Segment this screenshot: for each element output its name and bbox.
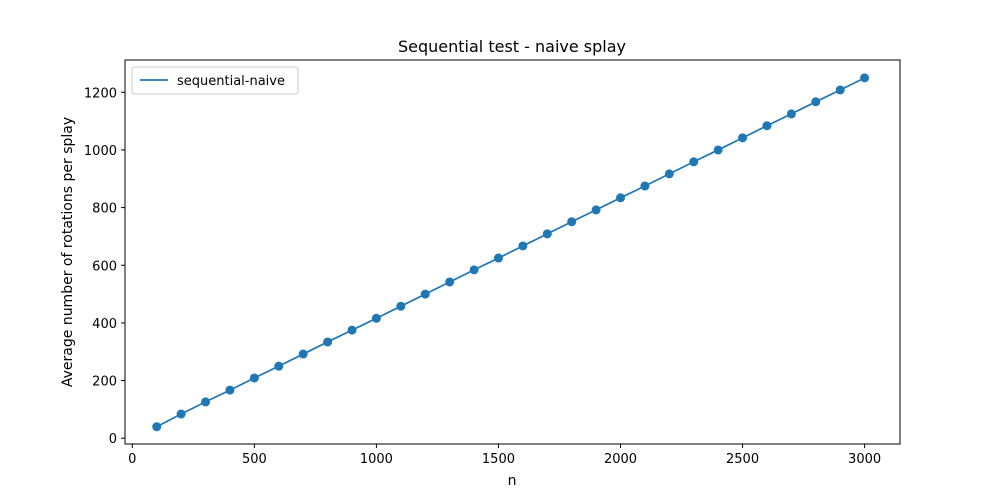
x-tick-label: 0 <box>128 452 136 467</box>
x-tick-label: 1500 <box>482 452 515 467</box>
data-point <box>493 253 503 263</box>
legend: sequential-naive <box>131 66 299 95</box>
y-tick-label: 1000 <box>84 144 117 159</box>
y-tick-label: 800 <box>92 202 117 217</box>
x-axis-label: n <box>508 473 517 489</box>
data-point <box>616 193 626 203</box>
plot-frame <box>124 59 901 445</box>
data-point <box>835 85 845 95</box>
data-point <box>689 157 699 167</box>
data-point <box>469 265 479 275</box>
data-point <box>542 229 552 239</box>
y-tick-label: 0 <box>109 432 117 447</box>
data-point <box>323 337 333 347</box>
x-tick-label: 2500 <box>726 452 759 467</box>
y-axis-label: Average number of rotations per splay <box>60 117 76 387</box>
data-point <box>713 145 723 155</box>
data-point <box>152 422 162 432</box>
data-point <box>860 73 870 83</box>
data-point <box>420 289 430 299</box>
chart-title: Sequential test - naive splay <box>398 37 626 56</box>
x-axis: 0 500 1000 1500 2000 2500 3000 <box>128 444 881 467</box>
data-point <box>811 97 821 107</box>
data-point <box>176 409 186 419</box>
data-point <box>445 277 455 287</box>
legend-box <box>131 66 299 95</box>
data-point <box>347 325 357 335</box>
data-point <box>201 397 211 407</box>
legend-label: sequential-naive <box>177 74 285 89</box>
data-point <box>786 109 796 119</box>
y-tick-label: 200 <box>92 375 117 390</box>
y-tick-label: 600 <box>92 259 117 274</box>
data-point <box>225 385 235 395</box>
data-point <box>640 181 650 191</box>
series-line <box>156 77 865 428</box>
data-point <box>664 169 674 179</box>
x-tick-label: 2000 <box>604 452 637 467</box>
data-point <box>738 133 748 143</box>
data-point <box>567 217 577 227</box>
data-point <box>518 241 528 251</box>
data-point <box>298 349 308 359</box>
y-axis: 0 200 400 600 800 1000 1200 <box>84 86 125 447</box>
data-point <box>249 373 259 383</box>
data-point <box>762 121 772 131</box>
data-point <box>396 301 406 311</box>
x-tick-label: 500 <box>242 452 267 467</box>
x-tick-label: 1000 <box>360 452 393 467</box>
plot-area <box>152 73 870 432</box>
y-tick-label: 400 <box>92 317 117 332</box>
data-point <box>274 361 284 371</box>
data-point <box>591 205 601 215</box>
y-tick-label: 1200 <box>84 86 117 101</box>
x-tick-label: 3000 <box>848 452 881 467</box>
data-point <box>371 313 381 323</box>
